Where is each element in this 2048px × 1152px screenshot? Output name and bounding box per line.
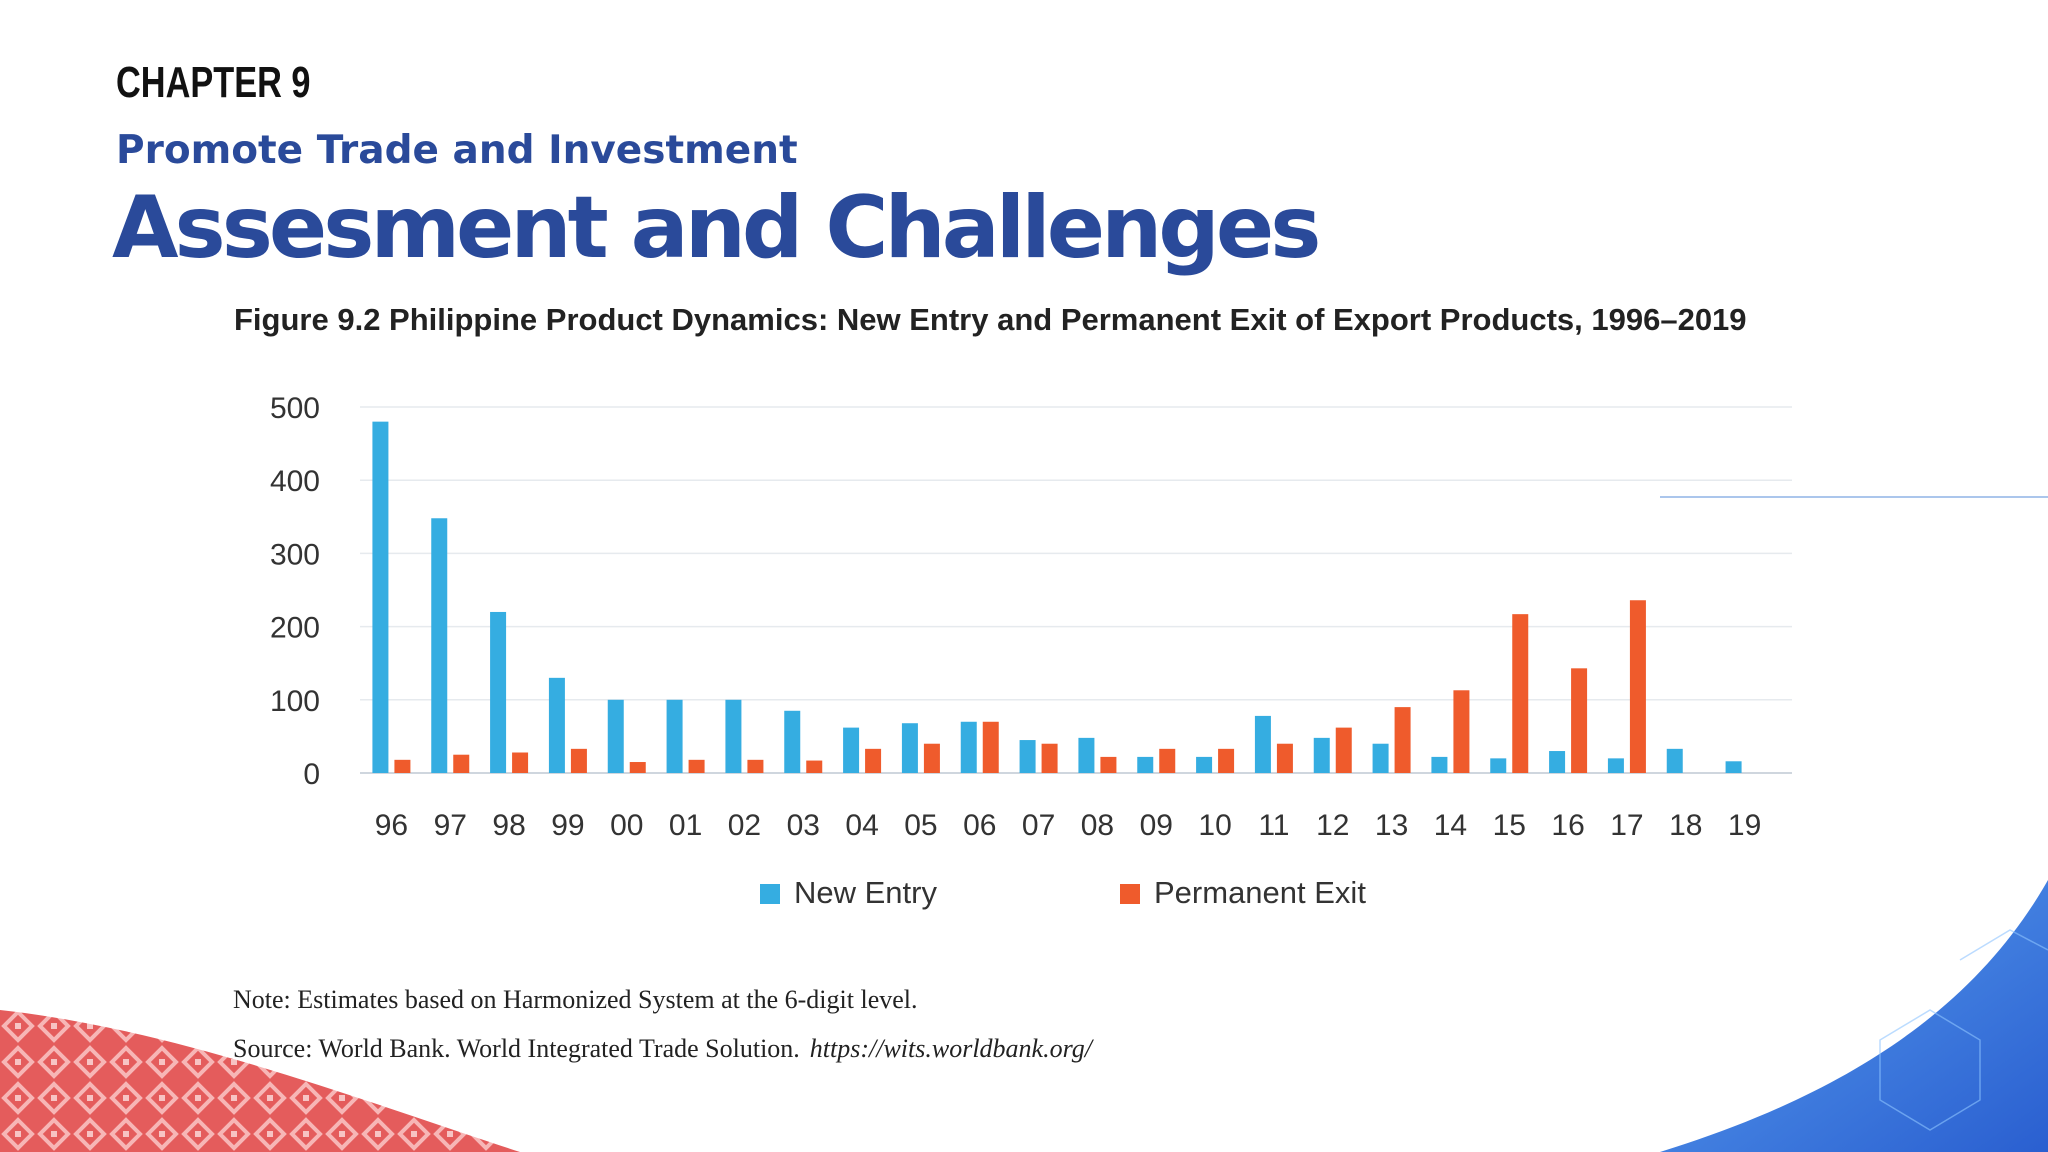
bar-permanent-exit [865, 748, 882, 773]
bar-permanent-exit [1100, 756, 1117, 773]
y-tick-label: 400 [270, 465, 320, 498]
bar-new-entry [607, 699, 624, 773]
bar-new-entry [1725, 761, 1742, 773]
bar-permanent-exit [806, 760, 823, 773]
bottom-right-shape [1660, 880, 2048, 1152]
section-subtitle: Promote Trade and Investment [116, 128, 798, 173]
y-tick-label: 500 [270, 392, 320, 425]
bar-permanent-exit [512, 752, 529, 773]
bar-permanent-exit [1218, 748, 1235, 773]
bar-permanent-exit [747, 759, 764, 773]
bar-permanent-exit [570, 748, 587, 773]
bar-new-entry [431, 518, 448, 773]
bar-permanent-exit [1453, 690, 1470, 773]
x-tick-label: 99 [551, 809, 584, 842]
x-tick-label: 14 [1434, 809, 1467, 842]
bar-permanent-exit [1159, 748, 1176, 773]
legend-swatch [760, 884, 780, 904]
chart-source: Source: World Bank. World Integrated Tra… [233, 1034, 1092, 1064]
bar-new-entry [1078, 737, 1095, 773]
bar-new-entry [843, 727, 860, 773]
source-text: Source: World Bank. World Integrated Tra… [233, 1034, 800, 1063]
bar-new-entry [548, 677, 565, 773]
bar-permanent-exit [394, 759, 411, 773]
bar-permanent-exit [1394, 707, 1411, 773]
bar-permanent-exit [453, 754, 470, 773]
bar-new-entry [1019, 740, 1036, 773]
bar-new-entry [725, 699, 742, 773]
x-tick-label: 05 [904, 809, 937, 842]
bar-permanent-exit [1276, 743, 1293, 773]
bar-permanent-exit [982, 721, 999, 773]
bar-new-entry [1313, 737, 1330, 773]
bar-permanent-exit [1512, 614, 1529, 773]
x-tick-label: 08 [1081, 809, 1114, 842]
x-tick-label: 12 [1316, 809, 1349, 842]
x-tick-label: 11 [1258, 809, 1289, 842]
bar-new-entry [784, 710, 801, 773]
y-tick-label: 100 [270, 685, 320, 718]
x-tick-label: 06 [963, 809, 996, 842]
chart-note: Note: Estimates based on Harmonized Syst… [233, 985, 918, 1014]
x-tick-label: 00 [610, 809, 643, 842]
y-tick-label: 0 [303, 758, 320, 791]
bar-permanent-exit [688, 759, 705, 773]
x-tick-label: 03 [787, 809, 820, 842]
x-tick-label: 19 [1728, 809, 1761, 842]
bar-permanent-exit [1335, 727, 1352, 773]
bar-new-entry [1372, 743, 1389, 773]
page-title: Assesment and Challenges [112, 178, 1321, 278]
bar-new-entry [1549, 751, 1566, 773]
bottom-left-pattern [0, 1010, 520, 1152]
x-tick-label: 97 [434, 809, 467, 842]
chapter-label: CHAPTER 9 [116, 58, 311, 107]
x-tick-label: 16 [1551, 809, 1584, 842]
x-tick-label: 17 [1610, 809, 1643, 842]
y-tick-label: 200 [270, 612, 320, 645]
bar-new-entry [901, 723, 918, 773]
figure-title: Figure 9.2 Philippine Product Dynamics: … [234, 302, 1747, 337]
x-tick-label: 13 [1375, 809, 1408, 842]
y-tick-label: 300 [270, 538, 320, 571]
x-tick-label: 07 [1022, 809, 1055, 842]
bar-new-entry [1490, 758, 1507, 773]
x-tick-label: 10 [1198, 809, 1231, 842]
x-tick-label: 15 [1493, 809, 1526, 842]
bar-new-entry [1254, 715, 1271, 773]
x-tick-label: 98 [492, 809, 525, 842]
legend-label: New Entry [794, 875, 937, 910]
bar-new-entry [1137, 756, 1154, 773]
bar-new-entry [1666, 748, 1683, 773]
legend-label: Permanent Exit [1154, 875, 1366, 910]
bar-new-entry [1431, 756, 1448, 773]
bar-new-entry [1196, 756, 1213, 773]
x-tick-label: 18 [1669, 809, 1702, 842]
x-tick-label: 02 [728, 809, 761, 842]
bar-new-entry [666, 699, 683, 773]
bar-permanent-exit [923, 743, 940, 773]
bar-new-entry [372, 421, 389, 773]
x-tick-label: 01 [669, 809, 702, 842]
bar-permanent-exit [1571, 668, 1588, 773]
x-tick-label: 09 [1140, 809, 1173, 842]
source-url: https://wits.worldbank.org/ [809, 1034, 1092, 1063]
x-tick-label: 96 [375, 809, 408, 842]
bar-new-entry [490, 611, 507, 773]
bar-new-entry [1607, 758, 1624, 773]
legend-swatch [1120, 884, 1140, 904]
bar-permanent-exit [1041, 743, 1058, 773]
bar-permanent-exit [1629, 600, 1646, 773]
bar-new-entry [960, 721, 977, 773]
x-tick-label: 04 [845, 809, 878, 842]
bar-permanent-exit [629, 762, 646, 773]
